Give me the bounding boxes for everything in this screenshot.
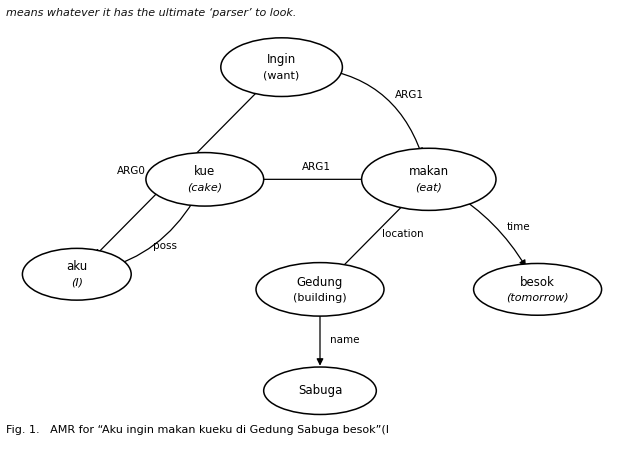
Text: (want): (want) — [264, 71, 300, 81]
Text: (eat): (eat) — [415, 183, 442, 193]
Text: kue: kue — [194, 166, 216, 179]
FancyArrowPatch shape — [102, 202, 193, 270]
Text: time: time — [507, 222, 530, 232]
Text: (building): (building) — [293, 293, 347, 303]
Ellipse shape — [22, 248, 131, 300]
Text: Fig. 1.   AMR for “Aku ingin makan kueku di Gedung Sabuga besok”(I: Fig. 1. AMR for “Aku ingin makan kueku d… — [6, 425, 389, 435]
Text: Sabuga: Sabuga — [298, 384, 342, 397]
Text: aku: aku — [66, 260, 88, 274]
FancyArrowPatch shape — [231, 177, 404, 182]
FancyArrowPatch shape — [339, 197, 412, 271]
Text: means whatever it has the ultimate ‘parser’ to look.: means whatever it has the ultimate ‘pars… — [6, 8, 297, 17]
Text: (I): (I) — [71, 278, 83, 288]
Ellipse shape — [256, 263, 384, 316]
Text: ARG0: ARG0 — [116, 166, 146, 176]
Text: makan: makan — [409, 166, 449, 179]
FancyArrowPatch shape — [317, 314, 323, 364]
Ellipse shape — [264, 367, 376, 414]
Text: ARG1: ARG1 — [302, 162, 332, 172]
FancyArrowPatch shape — [451, 191, 525, 266]
Text: (tomorrow): (tomorrow) — [506, 293, 569, 303]
Text: (cake): (cake) — [188, 183, 222, 193]
Ellipse shape — [221, 38, 342, 96]
Text: Gedung: Gedung — [297, 275, 343, 289]
Text: Ingin: Ingin — [267, 53, 296, 66]
Ellipse shape — [146, 152, 264, 206]
Text: location: location — [382, 230, 424, 239]
Text: ARG1: ARG1 — [395, 90, 424, 100]
Ellipse shape — [362, 148, 496, 210]
FancyArrowPatch shape — [95, 85, 264, 256]
Text: besok: besok — [520, 275, 555, 289]
Text: name: name — [330, 335, 359, 345]
Ellipse shape — [474, 263, 602, 315]
Text: poss: poss — [153, 241, 177, 251]
FancyArrowPatch shape — [307, 67, 422, 154]
